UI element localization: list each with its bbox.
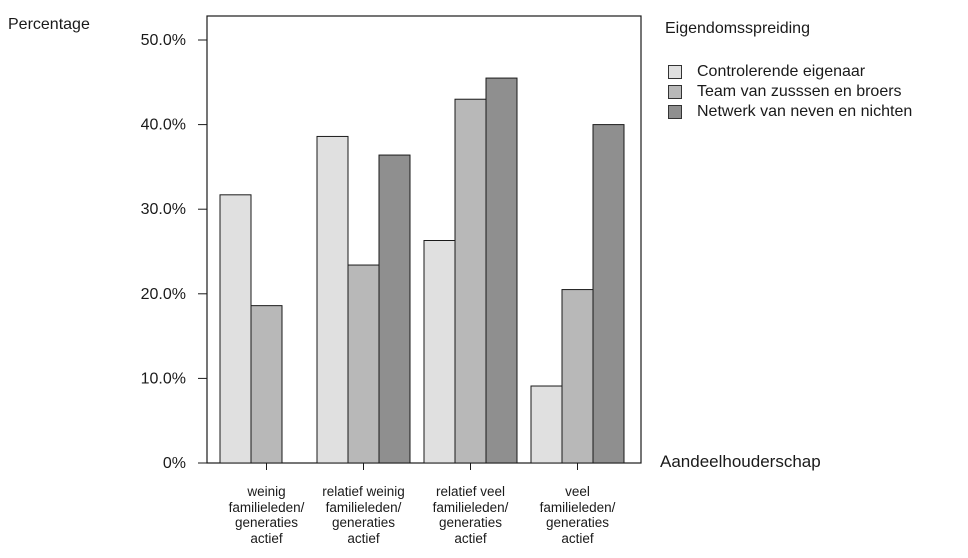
bar bbox=[219, 194, 252, 464]
legend-swatch bbox=[668, 85, 682, 99]
x-tick-label-line: actief bbox=[250, 530, 283, 546]
x-tick-label-line: actief bbox=[454, 530, 487, 546]
bar bbox=[530, 385, 563, 464]
x-tick-label-line: generaties bbox=[331, 515, 396, 530]
legend-item: Controlerende eigenaar bbox=[668, 62, 912, 82]
legend-label: Controlerende eigenaar bbox=[697, 63, 866, 80]
legend-swatch bbox=[668, 105, 682, 119]
y-tick-label: 50.0% bbox=[141, 32, 186, 49]
x-tick-label: weinig familieleden/ generaties actief bbox=[219, 484, 315, 546]
legend-item: Netwerk van neven en nichten bbox=[668, 102, 912, 122]
bar bbox=[347, 264, 380, 464]
x-tick-label-line: generaties bbox=[545, 515, 610, 530]
x-tick-label-line: veel bbox=[565, 484, 590, 499]
legend-label: Netwerk van neven en nichten bbox=[697, 103, 913, 120]
legend-title: Eigendomsspreiding bbox=[665, 20, 810, 37]
x-tick-label-line: familieleden/ bbox=[325, 499, 402, 515]
y-tick-label: 30.0% bbox=[141, 201, 186, 218]
x-tick-label-line: familieleden/ bbox=[228, 499, 305, 515]
y-tick-label: 20.0% bbox=[141, 286, 186, 303]
y-tick-label: 40.0% bbox=[141, 117, 186, 134]
legend: Controlerende eigenaar Team van zusssen … bbox=[668, 62, 912, 122]
x-tick-label-line: weinig bbox=[247, 484, 286, 499]
legend-swatch bbox=[668, 65, 682, 79]
bar bbox=[592, 124, 625, 464]
bar bbox=[423, 240, 456, 464]
bar bbox=[485, 77, 518, 464]
x-tick-label: relatief veel familieleden/ generaties a… bbox=[423, 484, 519, 546]
y-tick-label: 10.0% bbox=[141, 370, 186, 387]
bar bbox=[454, 98, 487, 464]
bar bbox=[378, 154, 411, 464]
x-tick-label-line: relatief veel bbox=[435, 484, 506, 499]
x-tick-label: relatief weinig familieleden/ generaties… bbox=[316, 484, 412, 546]
bar bbox=[250, 305, 283, 464]
x-tick-label-line: actief bbox=[347, 530, 380, 546]
legend-item: Team van zusssen en broers bbox=[668, 82, 912, 102]
x-tick-label: veel familieleden/ generaties actief bbox=[530, 484, 626, 546]
y-axis: 0% 10.0% 20.0% 30.0% 40.0% 50.0% bbox=[141, 32, 207, 472]
x-axis-title: Aandeelhouderschap bbox=[660, 452, 821, 471]
x-tick-label-line: generaties bbox=[438, 515, 503, 530]
bar bbox=[316, 135, 349, 464]
x-tick-label-line: familieleden/ bbox=[539, 499, 616, 515]
y-axis-title: Percentage bbox=[8, 16, 90, 33]
x-tick-label-line: generaties bbox=[234, 515, 299, 530]
x-tick-label-line: relatief weinig bbox=[322, 484, 405, 499]
x-tick-label-line: familieleden/ bbox=[432, 499, 509, 515]
y-tick-label: 0% bbox=[163, 455, 186, 472]
x-tick-label-line: actief bbox=[561, 530, 594, 546]
x-axis bbox=[266, 463, 578, 470]
legend-label: Team van zusssen en broers bbox=[697, 83, 902, 100]
bars-group bbox=[219, 77, 625, 464]
bar bbox=[561, 289, 594, 464]
